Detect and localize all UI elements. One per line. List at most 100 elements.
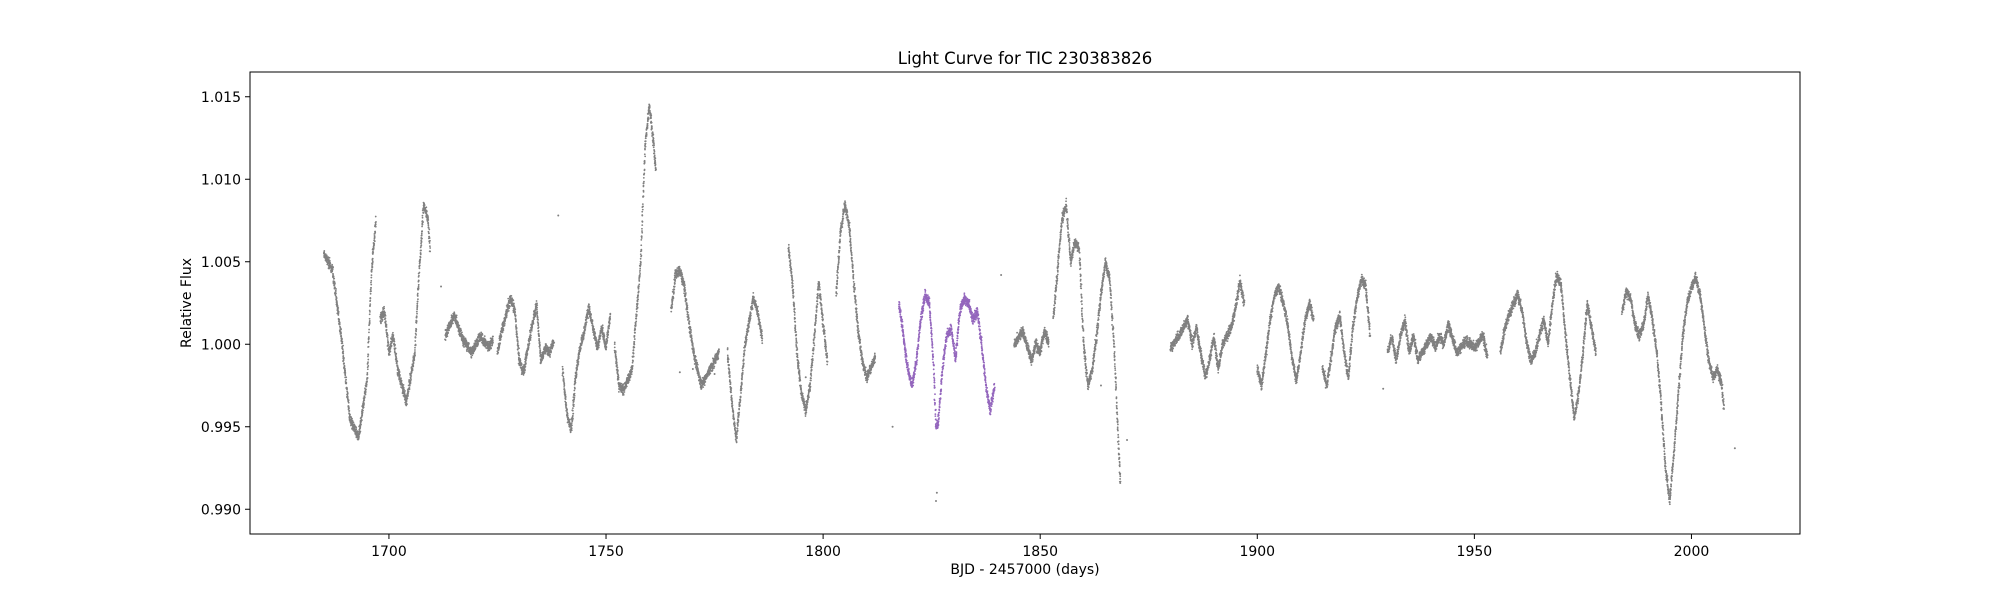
data-point	[583, 334, 585, 337]
data-point	[552, 344, 555, 347]
data-point	[671, 306, 673, 309]
data-point	[536, 304, 539, 307]
data-point	[673, 283, 676, 285]
data-point	[446, 333, 449, 336]
data-point	[615, 355, 617, 358]
data-point	[574, 381, 577, 384]
data-point	[717, 356, 719, 358]
data-point	[388, 353, 391, 356]
data-point	[393, 338, 396, 341]
data-point	[674, 280, 677, 282]
data-point	[380, 322, 382, 325]
data-point	[788, 249, 790, 251]
data-point	[686, 310, 689, 313]
data-point	[642, 184, 645, 187]
data-point	[684, 289, 687, 291]
data-point	[623, 391, 626, 393]
data-point	[327, 256, 329, 259]
series-segment	[561, 303, 612, 434]
data-point	[364, 390, 367, 393]
data-point	[394, 343, 396, 346]
data-point	[641, 230, 643, 232]
data-point	[728, 364, 731, 366]
data-point	[691, 343, 694, 345]
data-point	[616, 366, 619, 369]
data-point	[359, 426, 362, 429]
data-point	[362, 409, 364, 412]
data-point	[373, 236, 376, 239]
data-point	[515, 327, 518, 329]
data-point	[730, 398, 733, 401]
data-point	[389, 350, 392, 353]
data-point	[789, 266, 792, 268]
data-point	[370, 270, 373, 273]
data-point	[383, 307, 386, 310]
data-point	[617, 374, 620, 377]
data-point	[711, 369, 714, 372]
data-point	[429, 245, 431, 248]
data-point	[645, 132, 648, 134]
data-point	[346, 395, 349, 398]
data-point	[742, 365, 745, 368]
data-point	[644, 142, 647, 145]
data-point	[393, 340, 396, 343]
data-point	[464, 337, 467, 340]
data-point	[605, 348, 607, 351]
data-point	[633, 340, 636, 343]
data-point	[415, 320, 418, 322]
data-point	[576, 368, 579, 371]
data-point	[375, 221, 377, 223]
data-point	[455, 314, 458, 317]
data-point	[794, 326, 797, 328]
data-point	[683, 282, 686, 284]
data-point	[332, 275, 335, 278]
data-point	[795, 334, 798, 336]
data-point	[640, 239, 643, 241]
data-point	[643, 153, 646, 156]
data-point	[522, 374, 525, 376]
data-point	[796, 356, 799, 359]
data-point	[634, 323, 637, 325]
data-point	[467, 345, 470, 347]
data-point	[369, 288, 372, 291]
data-point	[370, 283, 373, 286]
data-point	[791, 277, 794, 280]
data-point	[366, 377, 369, 379]
data-point	[370, 281, 372, 284]
data-point	[638, 283, 641, 286]
data-point	[367, 340, 370, 343]
data-point	[737, 419, 740, 422]
data-point	[643, 168, 646, 171]
data-point	[421, 230, 423, 233]
data-point	[409, 381, 412, 383]
data-point	[536, 316, 539, 319]
data-point	[333, 283, 336, 286]
data-point	[563, 385, 566, 388]
data-point	[565, 401, 567, 404]
data-point	[385, 328, 388, 331]
data-point	[799, 378, 801, 381]
data-point	[370, 279, 373, 282]
data-point	[696, 363, 699, 366]
data-point	[571, 414, 574, 417]
data-point	[641, 210, 644, 213]
data-point	[455, 316, 458, 319]
data-point	[597, 346, 600, 349]
data-point	[415, 322, 418, 324]
series-segment	[496, 294, 556, 376]
data-point	[428, 228, 431, 231]
data-point	[361, 411, 364, 414]
data-point	[536, 313, 539, 315]
data-point	[564, 395, 567, 398]
data-point	[416, 308, 419, 311]
data-point	[568, 421, 571, 423]
data-point	[334, 294, 337, 297]
data-point	[384, 311, 386, 314]
data-point	[368, 328, 371, 331]
data-point	[613, 341, 616, 344]
data-point	[570, 424, 573, 427]
data-point	[344, 369, 346, 371]
data-point	[346, 388, 348, 391]
data-point	[360, 419, 363, 422]
data-point	[736, 430, 739, 432]
